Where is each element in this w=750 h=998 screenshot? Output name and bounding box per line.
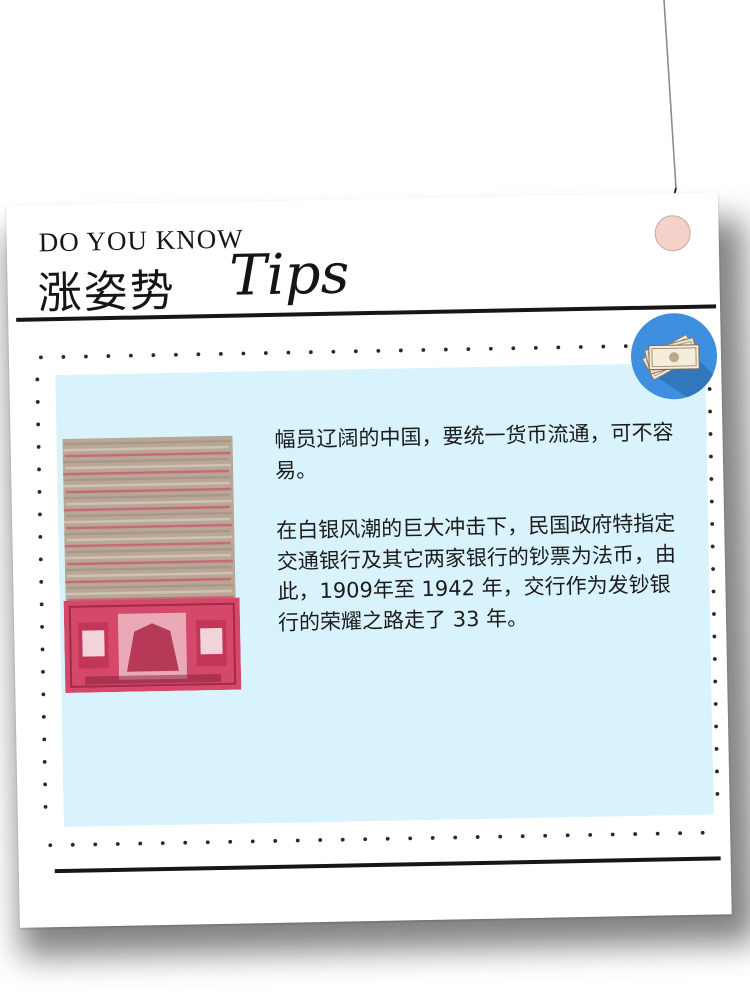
card-title: 涨姿势 [37, 265, 177, 320]
banknote-stack-image [60, 430, 242, 693]
banknotes-icon [630, 312, 718, 401]
tips-text: 幅员辽阔的中国，要统一货币流通，可不容易。 在白银风潮的巨大冲击下，民国政府特指… [274, 417, 678, 638]
paragraph-1: 幅员辽阔的中国，要统一货币流通，可不容易。 [274, 420, 674, 483]
hanging-hole [654, 214, 691, 252]
do-you-know-label: DO YOU KNOW [38, 223, 244, 258]
tips-card: DO YOU KNOW 涨姿势 Tips [6, 192, 732, 928]
paragraph-2: 在白银风潮的巨大冲击下，民国政府特指定交通银行及其它两家银行的钞票为法币，由此，… [276, 511, 677, 635]
tips-script-label: Tips [228, 241, 350, 309]
footer-divider [54, 856, 721, 874]
card-header: DO YOU KNOW 涨姿势 Tips [6, 192, 720, 336]
